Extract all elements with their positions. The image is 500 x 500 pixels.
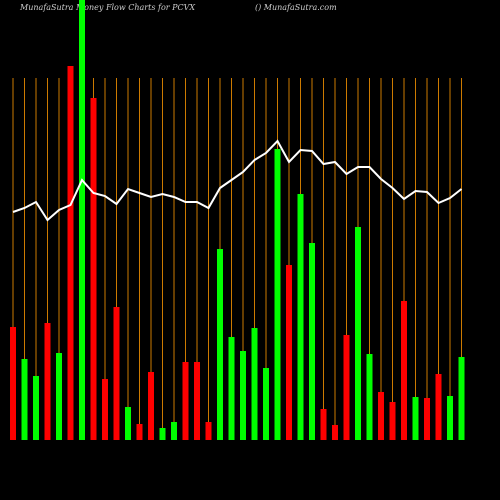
bar [401,301,407,440]
bar [171,422,177,440]
bar [297,194,304,440]
bar [148,372,154,440]
bar [182,362,189,440]
bar [33,376,39,440]
bar [274,149,281,440]
bar [79,0,85,440]
bar [435,374,442,440]
bar [21,359,28,440]
bar [343,335,350,440]
bar [10,327,16,440]
bar [424,398,430,440]
chart-subtitle: () MunafaSutra.com [255,3,337,12]
bar [309,243,315,440]
bar [240,351,246,440]
bar [286,265,292,440]
bar [44,323,51,440]
bar [447,396,453,440]
bar [113,307,120,440]
chart-title: MunafaSutra Money Flow Charts for PCVX [19,3,195,12]
bar [205,422,212,440]
bar [56,353,62,440]
bar [251,328,258,440]
bar [136,424,143,440]
bar [102,379,108,440]
bar [217,249,223,440]
bar [90,98,97,440]
bar [389,402,396,440]
bar [125,407,131,440]
price-line [12,139,463,222]
bar [332,425,338,440]
bar [228,337,235,440]
bar [159,428,166,440]
bar [67,66,74,440]
bar [366,354,373,440]
bar [320,409,327,440]
bar [378,392,384,440]
bar [458,357,465,440]
bar [412,397,419,440]
bar [263,368,269,440]
bar [355,227,361,440]
bar [194,362,200,440]
